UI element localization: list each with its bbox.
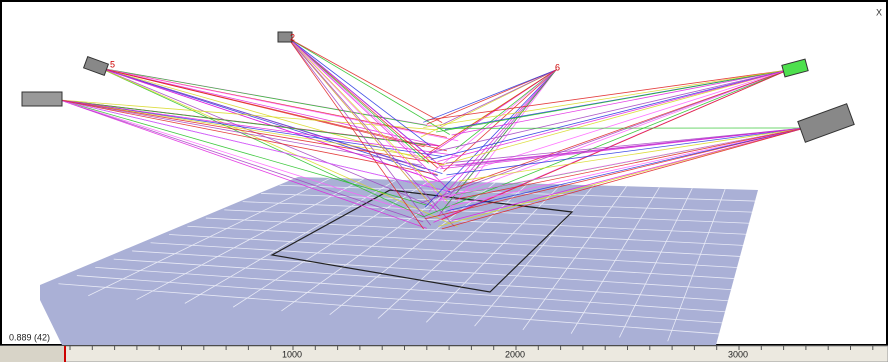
status-text: 0.889 (42) (9, 332, 50, 342)
camera-label: 2 (290, 32, 295, 42)
timeline (0, 346, 888, 362)
app-window: 5 2 6 X 0.889 (42) 1000 2000 3000 (0, 0, 888, 362)
timeline-label: 1000 (282, 349, 302, 359)
viewport: 5 2 6 X 0.889 (42) 1000 2000 3000 (0, 0, 888, 362)
camera-label: 6 (555, 62, 560, 72)
close-button[interactable]: X (876, 7, 882, 17)
timeline-label: 2000 (505, 349, 525, 359)
camera-label: 5 (110, 59, 115, 69)
timeline-label: 3000 (728, 349, 748, 359)
timeline-head (0, 346, 64, 362)
camera (22, 92, 62, 106)
